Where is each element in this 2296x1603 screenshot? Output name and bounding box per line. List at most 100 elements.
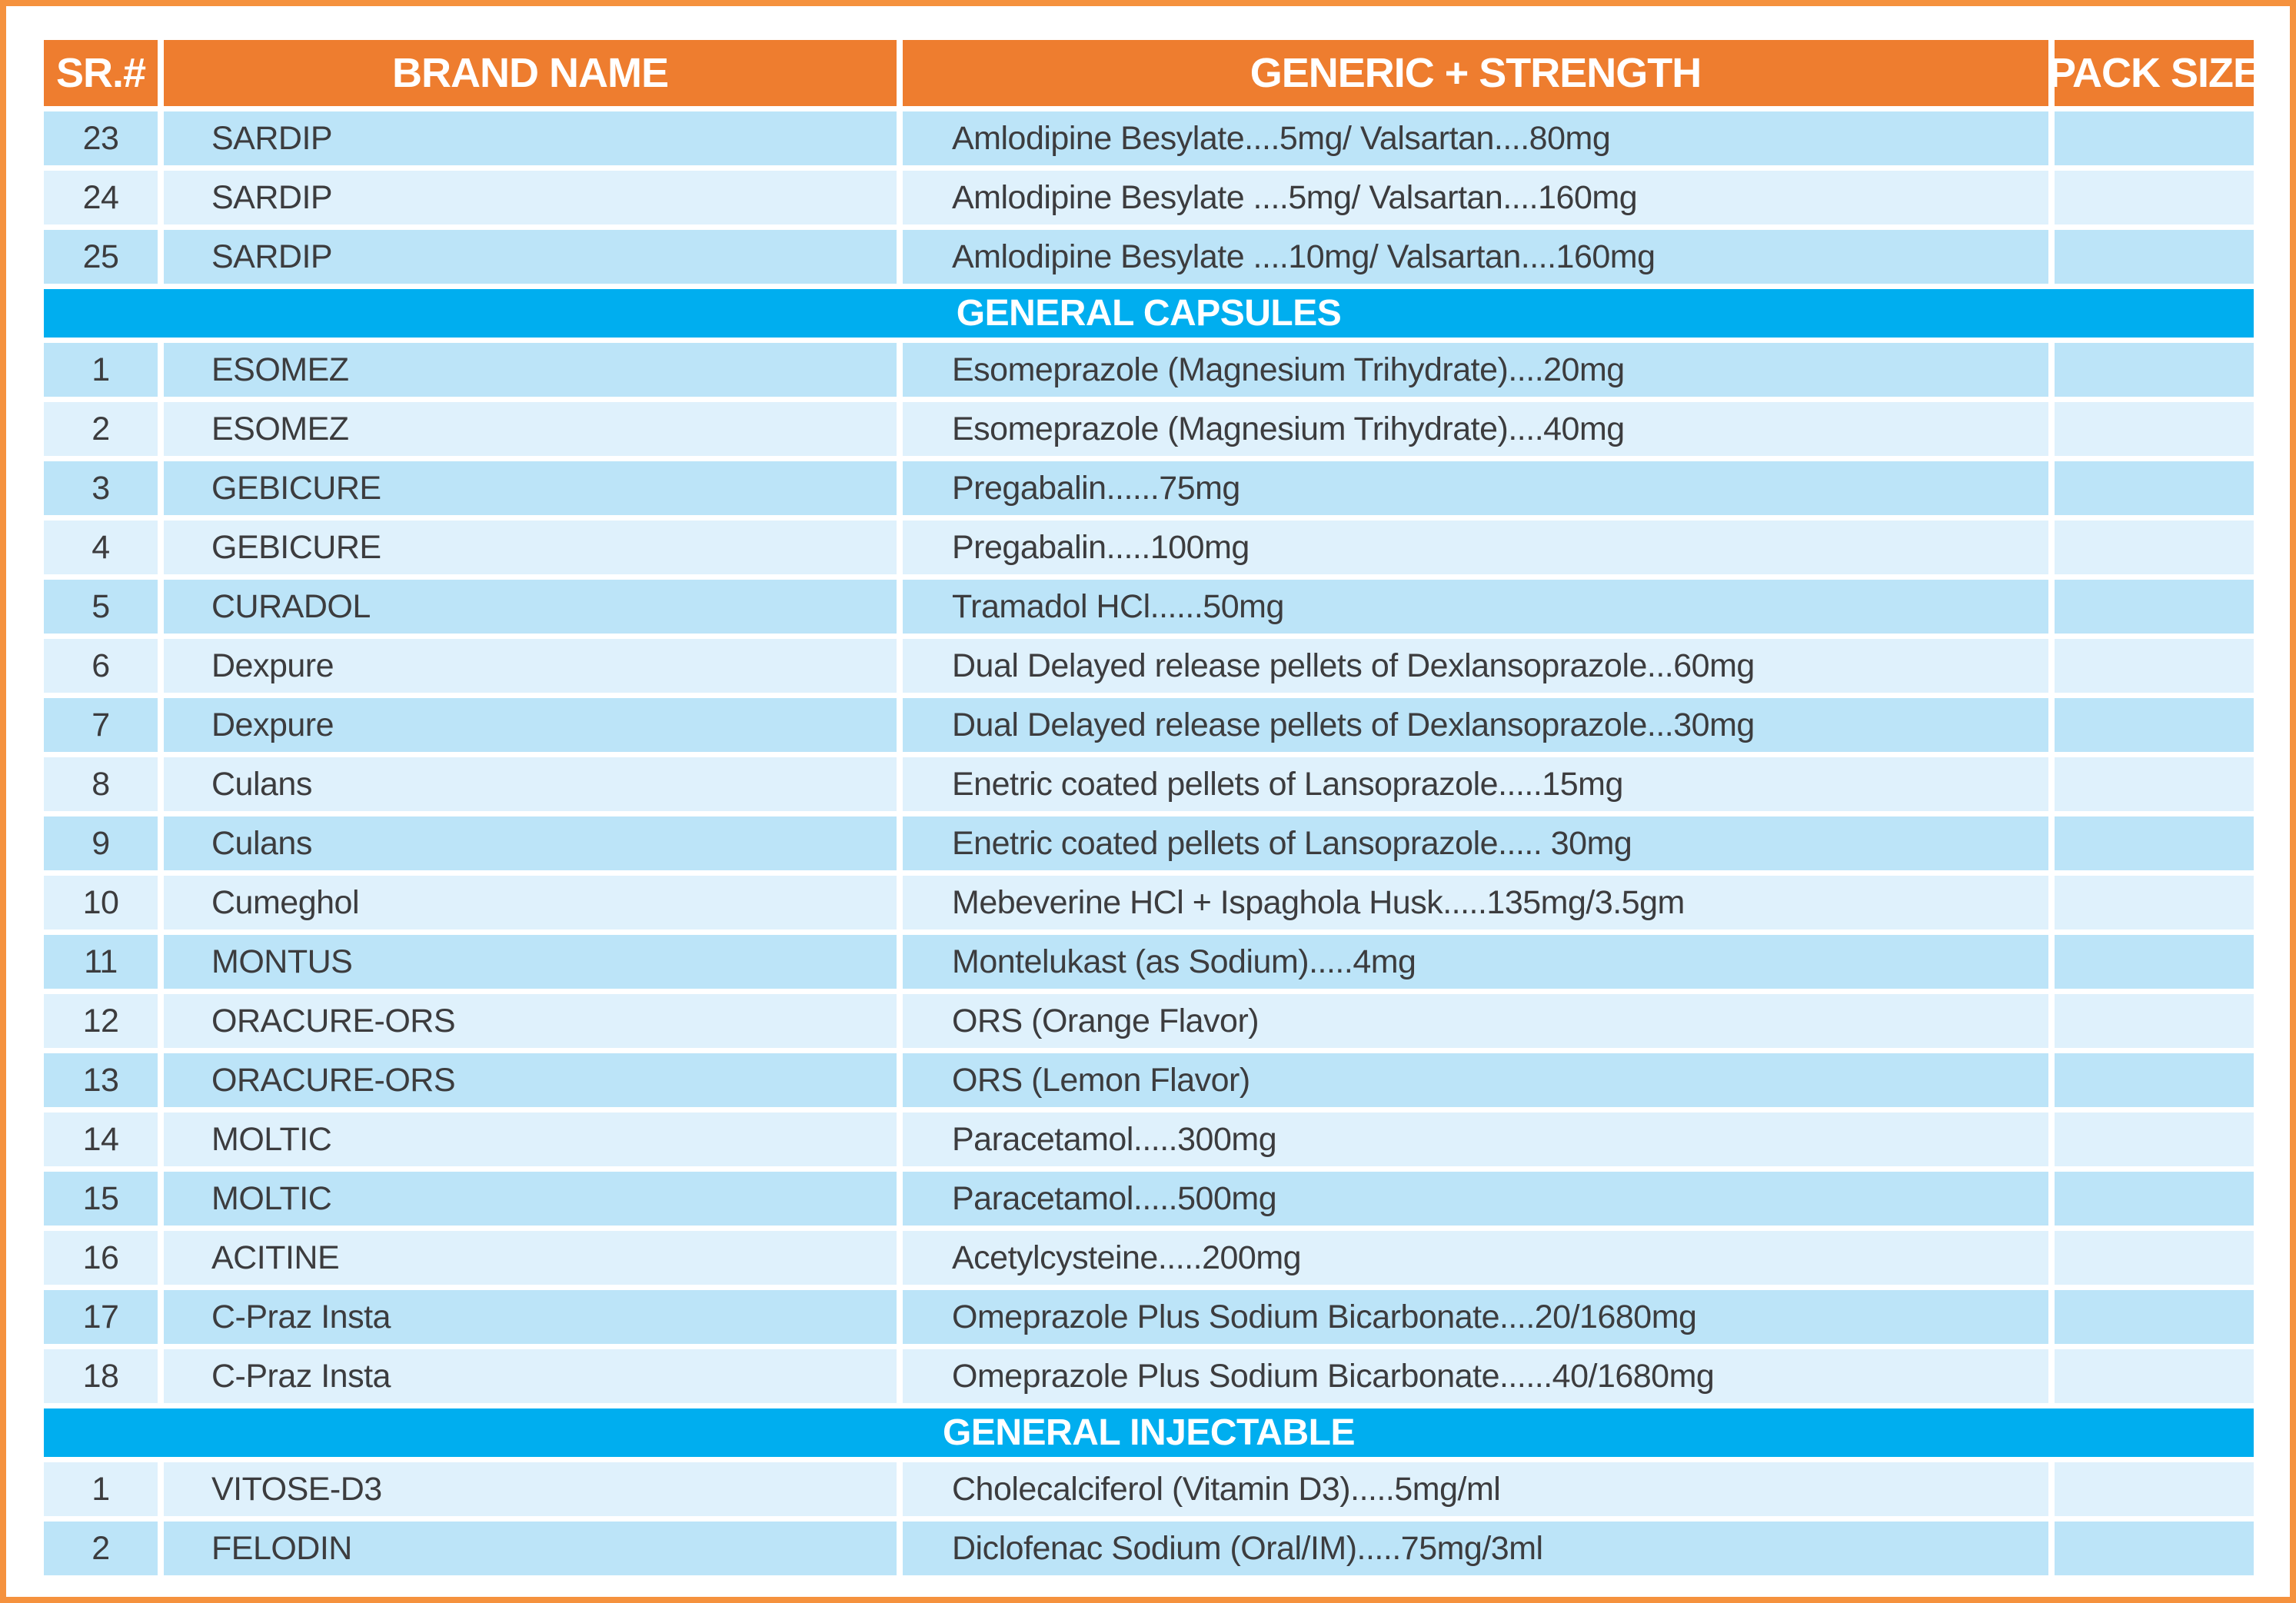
brand-cell: C-Praz Insta [164, 1349, 897, 1403]
sr-cell: 18 [44, 1349, 158, 1403]
table-row: 17 C-Praz Insta Omeprazole Plus Sodium Bic… [44, 1290, 2254, 1344]
pack-cell [2055, 230, 2254, 284]
generic-cell: Omeprazole Plus Sodium Bicarbonate......… [903, 1349, 2048, 1403]
sr-cell: 15 [44, 1172, 158, 1226]
column-header-pack: PACK SIZE [2048, 40, 2261, 106]
pack-cell [2055, 1172, 2254, 1226]
pack-cell [2055, 520, 2254, 574]
sr-cell: 25 [44, 230, 158, 284]
pack-cell [2055, 876, 2254, 930]
brand-cell: Dexpure [164, 639, 897, 693]
generic-cell: Amlodipine Besylate ....10mg/ Valsartan.… [903, 230, 2048, 284]
pack-cell [2055, 343, 2254, 397]
generic-cell: Pregabalin.....100mg [903, 520, 2048, 574]
table-row: 1 ESOMEZ Esomeprazole (Magnesium Trihydrat… [44, 343, 2254, 397]
brand-cell: GEBICURE [164, 461, 897, 515]
brand-cell: SARDIP [164, 111, 897, 165]
generic-cell: Omeprazole Plus Sodium Bicarbonate....20… [903, 1290, 2048, 1344]
generic-cell: Mebeverine HCl + Ispaghola Husk.....135m… [903, 876, 2048, 930]
pack-cell [2055, 1290, 2254, 1344]
table-row: 14 MOLTIC Paracetamol.....300mg [44, 1112, 2254, 1166]
sr-cell: 2 [44, 1522, 158, 1575]
table-body: 23 SARDIP Amlodipine Besylate....5mg/ Vals… [44, 111, 2254, 1575]
generic-cell: Paracetamol.....300mg [903, 1112, 2048, 1166]
pack-cell [2055, 1053, 2254, 1107]
sr-cell: 5 [44, 580, 158, 634]
sr-cell: 10 [44, 876, 158, 930]
table-row: 24 SARDIP Amlodipine Besylate ....5mg/ Val… [44, 171, 2254, 224]
brand-cell: C-Praz Insta [164, 1290, 897, 1344]
sr-cell: 6 [44, 639, 158, 693]
generic-cell: Amlodipine Besylate....5mg/ Valsartan...… [903, 111, 2048, 165]
sr-cell: 13 [44, 1053, 158, 1107]
brand-cell: ESOMEZ [164, 402, 897, 456]
pack-cell [2055, 461, 2254, 515]
generic-cell: Pregabalin......75mg [903, 461, 2048, 515]
table-row: 25 SARDIP Amlodipine Besylate ....10mg/ Va… [44, 230, 2254, 284]
table-row: 7 Dexpure Dual Delayed release pellets of … [44, 698, 2254, 752]
sr-cell: 1 [44, 1462, 158, 1516]
product-table: SR.# BRAND NAME GENERIC + STRENGTH PACK … [44, 40, 2261, 1581]
table-row: 6 Dexpure Dual Delayed release pellets of … [44, 639, 2254, 693]
sr-cell: 17 [44, 1290, 158, 1344]
table-header-row: SR.# BRAND NAME GENERIC + STRENGTH PACK … [44, 40, 2261, 106]
pack-cell [2055, 994, 2254, 1048]
pack-cell [2055, 757, 2254, 811]
sr-cell: 8 [44, 757, 158, 811]
sr-cell: 12 [44, 994, 158, 1048]
brand-cell: Cumeghol [164, 876, 897, 930]
pack-cell [2055, 1231, 2254, 1285]
table-row: 9 Culans Enetric coated pellets of Lansopr… [44, 816, 2254, 870]
table-row: 11 MONTUS Montelukast (as Sodium).....4mg [44, 935, 2254, 989]
pack-cell [2055, 1112, 2254, 1166]
sr-cell: 3 [44, 461, 158, 515]
brand-cell: CURADOL [164, 580, 897, 634]
pack-cell [2055, 111, 2254, 165]
brand-cell: ACITINE [164, 1231, 897, 1285]
brand-cell: MONTUS [164, 935, 897, 989]
table-row: 10 Cumeghol Mebeverine HCl + Ispaghola Hus… [44, 876, 2254, 930]
table-row: 15 MOLTIC Paracetamol.....500mg [44, 1172, 2254, 1226]
pack-cell [2055, 580, 2254, 634]
pack-cell [2055, 639, 2254, 693]
brand-cell: MOLTIC [164, 1172, 897, 1226]
generic-cell: Acetylcysteine.....200mg [903, 1231, 2048, 1285]
table-row: 16 ACITINE Acetylcysteine.....200mg [44, 1231, 2254, 1285]
table-row: 23 SARDIP Amlodipine Besylate....5mg/ Vals… [44, 111, 2254, 165]
pack-cell [2055, 171, 2254, 224]
brand-cell: GEBICURE [164, 520, 897, 574]
table-row: 2 FELODIN Diclofenac Sodium (Oral/IM).....… [44, 1522, 2254, 1575]
table-row: 3 GEBICURE Pregabalin......75mg [44, 461, 2254, 515]
column-header-sr: SR.# [44, 40, 158, 106]
generic-cell: Dual Delayed release pellets of Dexlanso… [903, 639, 2048, 693]
brand-cell: ORACURE-ORS [164, 1053, 897, 1107]
generic-cell: Tramadol HCl......50mg [903, 580, 2048, 634]
sr-cell: 11 [44, 935, 158, 989]
generic-cell: Montelukast (as Sodium).....4mg [903, 935, 2048, 989]
brand-cell: VITOSE-D3 [164, 1462, 897, 1516]
pack-cell [2055, 698, 2254, 752]
brand-cell: Culans [164, 816, 897, 870]
column-header-generic: GENERIC + STRENGTH [903, 40, 2048, 106]
sr-cell: 23 [44, 111, 158, 165]
generic-cell: ORS (Orange Flavor) [903, 994, 2048, 1048]
table-row: 8 Culans Enetric coated pellets of Lansopr… [44, 757, 2254, 811]
pack-cell [2055, 1522, 2254, 1575]
column-header-brand: BRAND NAME [164, 40, 897, 106]
sr-cell: 14 [44, 1112, 158, 1166]
section-heading: GENERAL CAPSULES [44, 289, 2254, 338]
section-heading: GENERAL INJECTABLE [44, 1408, 2254, 1457]
sr-cell: 9 [44, 816, 158, 870]
brand-cell: SARDIP [164, 171, 897, 224]
pack-cell [2055, 402, 2254, 456]
sr-cell: 7 [44, 698, 158, 752]
pack-cell [2055, 816, 2254, 870]
brand-cell: Dexpure [164, 698, 897, 752]
table-row: 13 ORACURE-ORS ORS (Lemon Flavor) [44, 1053, 2254, 1107]
brand-cell: ORACURE-ORS [164, 994, 897, 1048]
brand-cell: Culans [164, 757, 897, 811]
brand-cell: MOLTIC [164, 1112, 897, 1166]
brand-cell: ESOMEZ [164, 343, 897, 397]
table-row: 2 ESOMEZ Esomeprazole (Magnesium Trihydrat… [44, 402, 2254, 456]
